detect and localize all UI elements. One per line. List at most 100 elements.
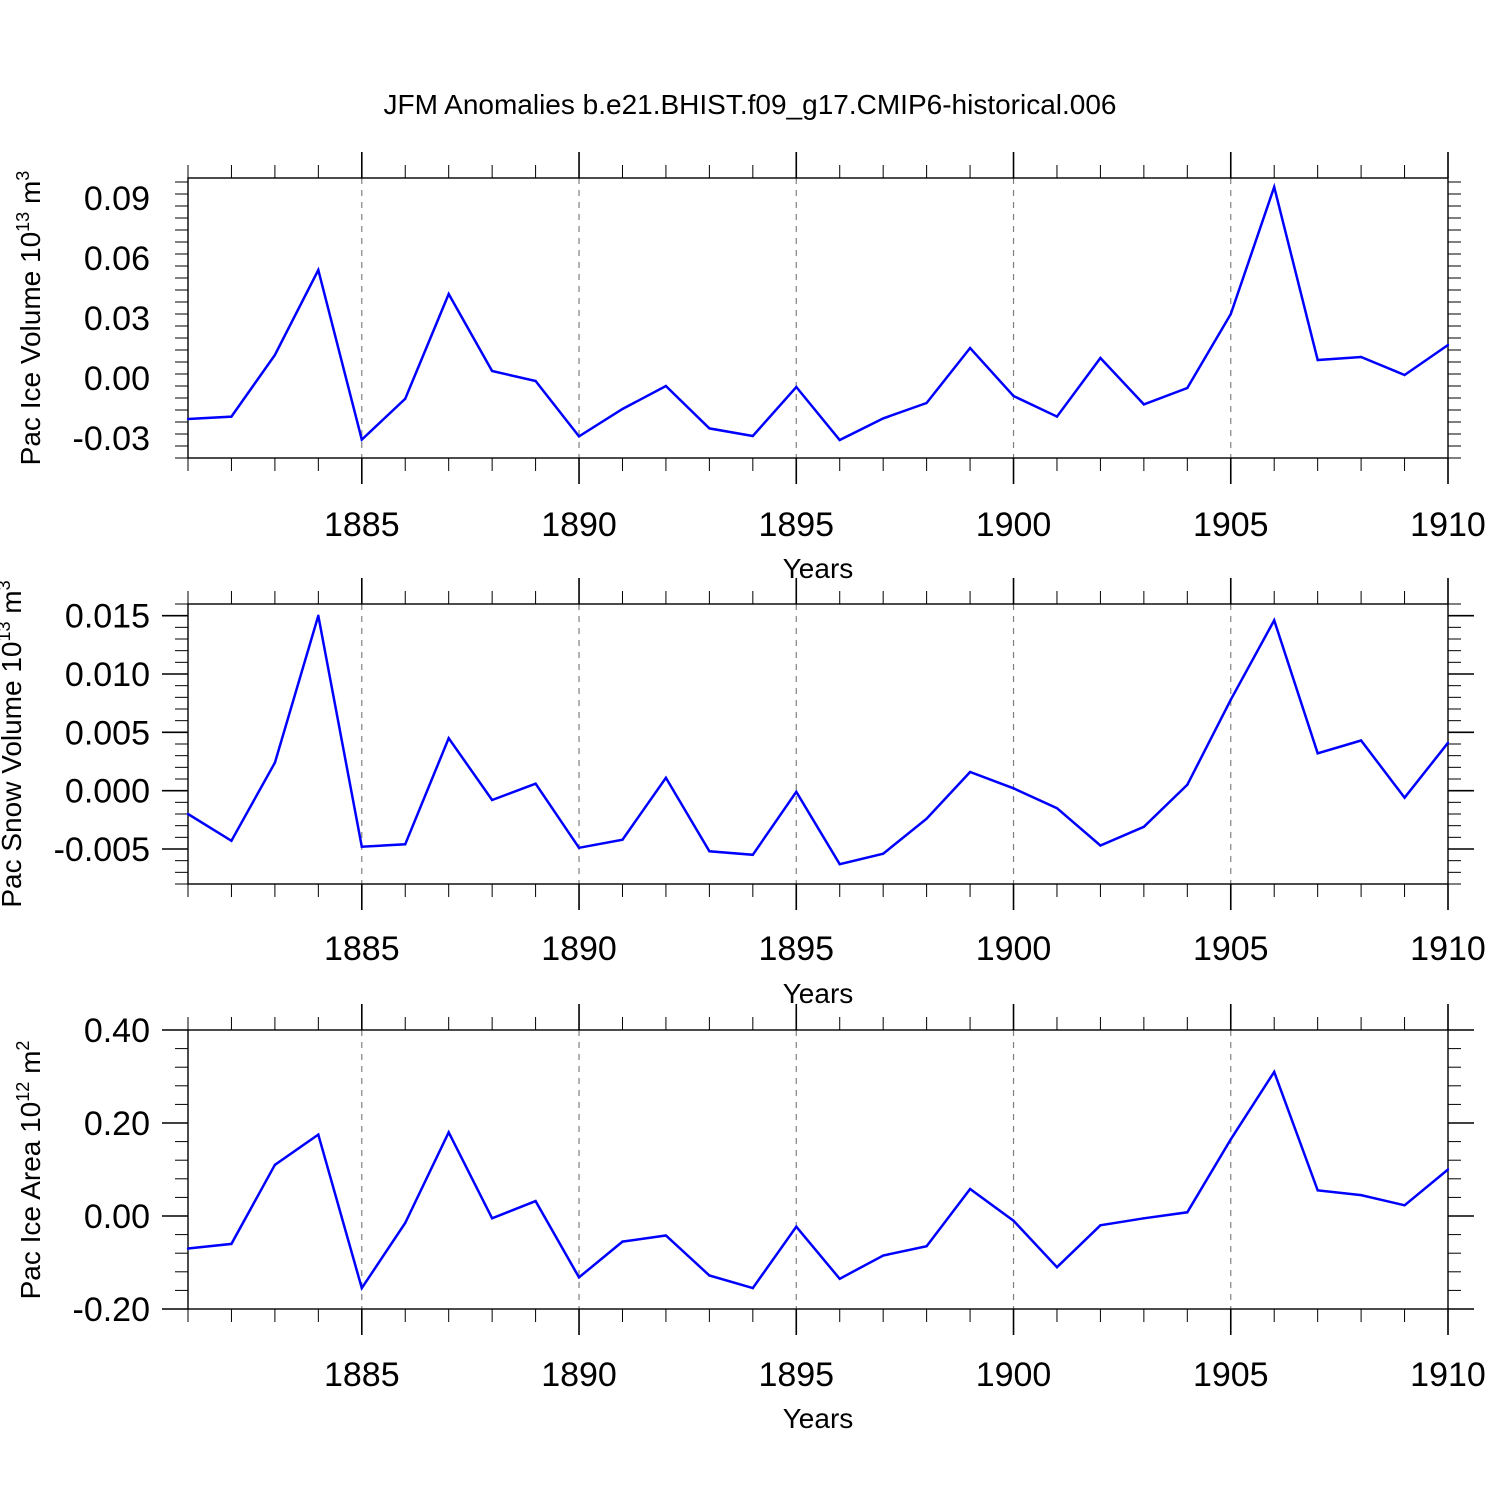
x-tick-label: 1885 [324, 1356, 400, 1394]
x-axis-label: Years [783, 553, 854, 584]
data-point [1359, 355, 1363, 359]
data-point [1446, 741, 1450, 745]
data-point [708, 427, 711, 430]
data-point [1316, 752, 1319, 755]
data-point [404, 843, 407, 846]
y-tick-label: 0.06 [84, 240, 150, 278]
x-axis-label: Years [783, 978, 854, 1009]
data-point [360, 845, 363, 848]
y-tick-label: 0.20 [84, 1105, 150, 1143]
data-point [1099, 356, 1102, 360]
y-tick-label: 0.03 [84, 300, 150, 338]
data-point [621, 838, 624, 841]
data-point [838, 862, 841, 866]
x-tick-label: 1900 [976, 506, 1052, 544]
x-tick-label: 1910 [1410, 930, 1486, 968]
data-point [577, 846, 581, 850]
x-tick-label: 1905 [1193, 930, 1269, 968]
data-point [881, 1254, 885, 1257]
x-tick-label: 1885 [324, 930, 400, 968]
data-point [925, 401, 928, 405]
series-line [187, 1069, 1449, 1292]
x-tick-label: 1890 [541, 506, 617, 544]
data-point [751, 853, 755, 857]
y-tick-label: 0.00 [84, 1198, 150, 1236]
data-point [490, 369, 494, 373]
data-point [621, 1240, 624, 1243]
data-point [404, 397, 407, 400]
x-tick-label: 1905 [1193, 1356, 1269, 1394]
data-point [447, 736, 450, 740]
data-point [838, 1277, 841, 1280]
data-point [1359, 739, 1363, 742]
x-tick-label: 1895 [758, 1356, 834, 1394]
panel-3: -0.20 0.00 0.20 0.40 1885 1890 1895 1900 1905 191… [13, 1004, 1486, 1434]
data-point [317, 268, 320, 272]
data-point [621, 407, 624, 411]
data-point [968, 770, 972, 774]
data-point [490, 1217, 494, 1220]
data-point [1273, 185, 1276, 189]
data-point [664, 384, 668, 388]
data-point [577, 1276, 581, 1279]
y-tick-label: 0.00 [84, 360, 150, 398]
data-point [1099, 844, 1102, 847]
x-tick-label: 1900 [976, 1356, 1052, 1394]
y-tick-label: 0.010 [65, 656, 150, 694]
data-point [1012, 1219, 1015, 1222]
data-point [447, 1131, 450, 1134]
x-tick-label: 1910 [1410, 1356, 1486, 1394]
x-tick-label: 1910 [1410, 506, 1486, 544]
data-point [751, 434, 755, 438]
data-point [1229, 312, 1232, 316]
data-point [708, 850, 711, 853]
data-point [664, 1234, 668, 1237]
panels: -0.03 0.00 0.03 0.06 0.09 1885 1890 1895 1900 190… [0, 152, 1486, 1434]
data-point [404, 1221, 407, 1225]
data-point [1099, 1224, 1102, 1227]
data-point [1273, 619, 1276, 622]
data-point [1142, 1217, 1146, 1220]
y-axis-label: Pac Ice Volume 1013 m3 [13, 171, 46, 466]
chart-title: JFM Anomalies b.e21.BHIST.f09_g17.CMIP6-… [383, 89, 1116, 120]
data-point [838, 438, 841, 442]
data-point [968, 1187, 972, 1191]
data-point [708, 1274, 711, 1277]
data-point [1055, 1265, 1059, 1269]
data-point [1012, 394, 1015, 398]
data-point [1186, 386, 1189, 390]
panel-2: -0.005 0.000 0.005 0.010 0.015 1885 1890 1895 19… [0, 578, 1486, 1009]
data-point [534, 1199, 537, 1203]
data-point [230, 839, 233, 843]
data-point [1403, 373, 1406, 377]
data-point [273, 353, 277, 357]
y-tick-label: -0.005 [54, 831, 150, 869]
series-line [187, 615, 1449, 866]
x-tick-label: 1895 [758, 930, 834, 968]
x-axis-label: Years [783, 1403, 854, 1434]
y-axis-label: Pac Ice Area 1012 m2 [13, 1041, 46, 1300]
data-point [317, 614, 320, 617]
data-point [795, 385, 798, 389]
data-point [1186, 783, 1189, 787]
data-point [230, 415, 233, 418]
y-tick-label: -0.03 [73, 420, 151, 458]
data-point [1229, 1138, 1232, 1141]
data-point [1359, 1193, 1363, 1197]
data-point [664, 776, 668, 780]
data-point [795, 1225, 798, 1228]
data-point [534, 782, 537, 785]
data-point [577, 435, 581, 438]
x-tick-label: 1885 [324, 506, 400, 544]
data-point [360, 1286, 363, 1290]
data-point [1055, 806, 1059, 810]
y-tick-label: 0.015 [65, 598, 150, 636]
data-point [1446, 343, 1450, 347]
data-point [186, 417, 190, 421]
data-point [968, 346, 972, 350]
x-tick-label: 1890 [541, 930, 617, 968]
data-point [360, 438, 363, 441]
panel-1: -0.03 0.00 0.03 0.06 0.09 1885 1890 1895 1900 190… [13, 152, 1486, 584]
data-point [186, 1247, 190, 1250]
